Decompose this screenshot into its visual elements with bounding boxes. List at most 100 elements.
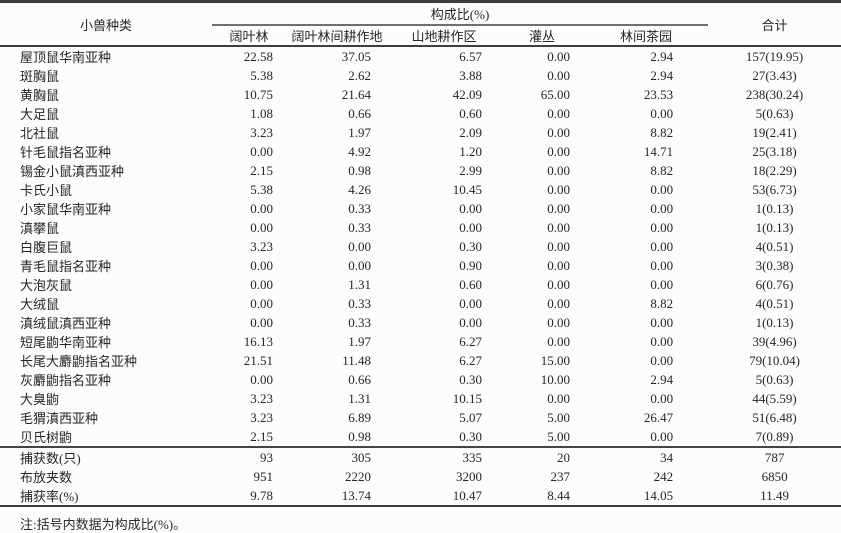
value-cell: 0.00 [650, 390, 674, 406]
value-cell: 0.33 [348, 200, 371, 216]
value-cell: 65.00 [540, 86, 570, 102]
value-cell: 0.00 [547, 105, 570, 121]
value-cell: 0.00 [547, 295, 570, 311]
value-cell: 6.57 [459, 48, 482, 64]
row-label-cell: 捕获率(%) [0, 486, 212, 507]
total-cell: 19(2.41) [752, 124, 797, 140]
value-cell: 335 [388, 446, 500, 467]
row-label-cell: 大臭鼩 [20, 392, 60, 407]
total-cell: 11.49 [708, 486, 841, 507]
value-cell: 2.94 [650, 371, 674, 387]
row-label-cell: 北社鼠 [20, 126, 60, 141]
value-cell: 1.31 [348, 390, 371, 406]
species-rows: 屋顶鼠华南亚种 22.58 37.05 6.57 0.00 2.94 157(19.95) 斑… [0, 46, 841, 447]
row-label-cell: 白腹巨鼠 [20, 240, 73, 255]
total-cell: 79(10.04) [749, 352, 801, 368]
species-row: 北社鼠 3.23 1.97 2.09 0.00 8.82 19(2.41) [0, 123, 841, 142]
row-label-cell: 黄胸鼠 [20, 88, 60, 103]
summary-row: 捕获率(%) 9.78 13.74 10.47 8.44 14.05 11.49 [0, 486, 841, 507]
value-cell: 0.30 [459, 428, 482, 444]
value-cell: 0.00 [250, 276, 273, 292]
value-cell: 0.00 [650, 333, 674, 349]
value-cell: 0.00 [250, 143, 273, 159]
value-cell: 0.00 [547, 219, 570, 235]
row-label-cell: 布放夹数 [20, 470, 73, 485]
value-cell: 0.60 [459, 105, 482, 121]
value-cell: 0.00 [650, 428, 674, 444]
value-cell: 6.27 [459, 333, 482, 349]
value-cell: 0.00 [547, 333, 570, 349]
value-cell: 93 [212, 446, 286, 467]
total-cell: 5(0.63) [755, 105, 794, 121]
row-label-cell: 滇攀鼠 [20, 221, 60, 236]
value-cell: 5.00 [547, 428, 570, 444]
value-cell: 237 [550, 468, 571, 484]
value-cell: 1.20 [459, 143, 482, 159]
total-cell: 18(2.29) [752, 162, 797, 178]
value-cell: 0.00 [459, 219, 482, 235]
value-cell: 0.00 [547, 257, 570, 273]
value-cell: 0.00 [547, 181, 570, 197]
value-cell: 20 [500, 446, 584, 467]
value-cell: 0.30 [459, 238, 482, 254]
header-row-group: 小兽种类 构成比(%) 合计 [0, 1, 841, 47]
row-label-cell: 卡氏小鼠 [20, 183, 73, 198]
row-label-cell: 针毛鼠指名亚种 [20, 145, 112, 160]
row-label-cell: 大泡灰鼠 [20, 278, 73, 293]
value-cell: 0.00 [650, 219, 674, 235]
value-cell: 6.89 [348, 409, 371, 425]
total-cell: 157(19.95) [745, 48, 804, 64]
total-cell: 4(0.51) [755, 295, 794, 311]
total-cell: 7(0.89) [755, 428, 794, 444]
value-cell: 1.97 [348, 124, 371, 140]
value-cell: 0.00 [547, 67, 570, 83]
habitat-column-header-mountain-farmland: 山地耕作区 [388, 25, 500, 47]
value-cell: 13.74 [286, 486, 388, 507]
value-cell: 21.51 [243, 352, 273, 368]
total-cell: 51(6.48) [752, 409, 797, 425]
value-cell: 3.88 [459, 67, 482, 83]
value-cell: 5.00 [547, 409, 570, 425]
value-cell: 0.33 [348, 219, 371, 235]
species-row: 灰麝鼩指名亚种 0.00 0.66 0.30 10.00 2.94 5(0.63) [0, 370, 841, 389]
row-label-cell: 大绒鼠 [20, 297, 60, 312]
value-cell: 0.00 [547, 162, 570, 178]
value-cell: 8.82 [650, 162, 674, 178]
value-cell: 3.23 [250, 124, 273, 140]
value-cell: 0.00 [650, 200, 674, 216]
total-cell: 4(0.51) [755, 238, 794, 254]
value-cell: 2.94 [650, 67, 674, 83]
species-row: 白腹巨鼠 3.23 0.00 0.30 0.00 0.00 4(0.51) [0, 237, 841, 256]
value-cell: 2.94 [650, 48, 674, 64]
value-cell: 0.66 [348, 371, 371, 387]
value-cell: 1.97 [348, 333, 371, 349]
habitat-column-header-shrub: 灌丛 [500, 25, 584, 47]
row-label-cell: 滇绒鼠滇西亚种 [20, 316, 112, 331]
value-cell: 4.92 [348, 143, 371, 159]
value-cell: 0.00 [547, 124, 570, 140]
value-cell: 0.66 [348, 105, 371, 121]
total-cell: 3(0.38) [755, 257, 794, 273]
total-cell: 787 [708, 446, 841, 467]
species-row: 黄胸鼠 10.75 21.64 42.09 65.00 23.53 238(30.24) [0, 85, 841, 104]
row-label-cell: 小家鼠华南亚种 [20, 202, 112, 217]
value-cell: 0.00 [547, 200, 570, 216]
total-cell: 27(3.43) [752, 67, 797, 83]
value-cell: 0.00 [547, 143, 570, 159]
value-cell: 22.58 [243, 48, 273, 64]
value-cell: 0.30 [459, 371, 482, 387]
value-cell: 9.78 [212, 486, 286, 507]
total-column-header: 合计 [708, 1, 841, 47]
value-cell: 0.98 [348, 428, 371, 444]
habitat-column-header-broadleaf: 阔叶林 [212, 25, 286, 47]
value-cell: 2.09 [459, 124, 482, 140]
value-cell: 3.23 [250, 409, 273, 425]
species-row: 滇绒鼠滇西亚种 0.00 0.33 0.00 0.00 0.00 1(0.13) [0, 313, 841, 332]
value-cell: 6.27 [459, 352, 482, 368]
value-cell: 0.00 [348, 257, 371, 273]
value-cell: 0.00 [547, 48, 570, 64]
value-cell: 0.00 [547, 238, 570, 254]
value-cell: 2.99 [459, 162, 482, 178]
row-label-cell: 短尾鼩华南亚种 [20, 335, 112, 350]
species-row: 大泡灰鼠 0.00 1.31 0.60 0.00 0.00 6(0.76) [0, 275, 841, 294]
